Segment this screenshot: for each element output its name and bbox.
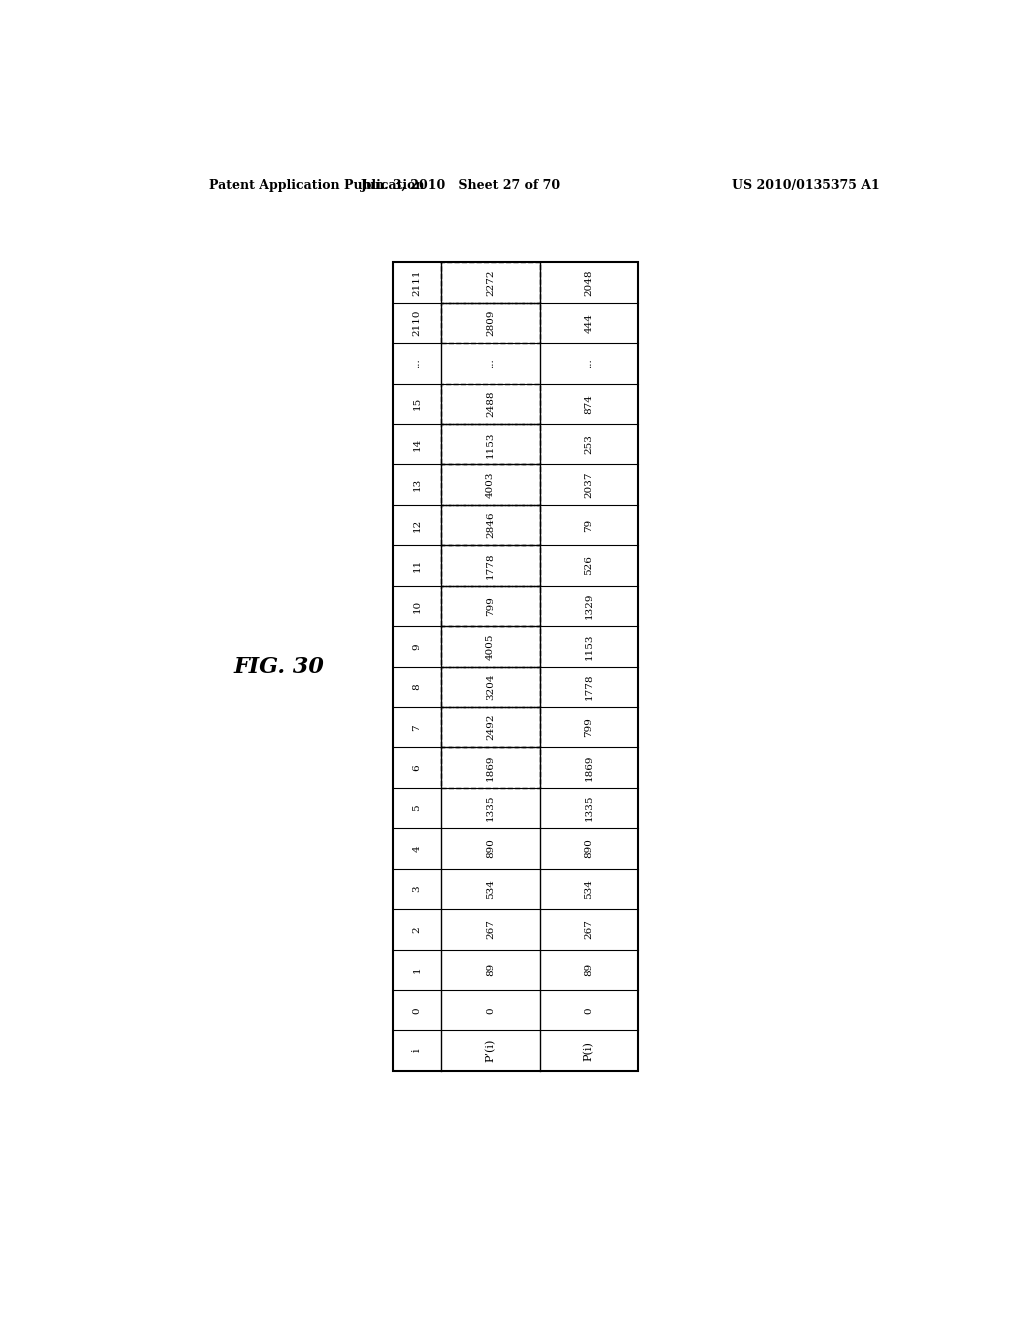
Text: 1869: 1869 <box>486 755 495 781</box>
Bar <box>440 263 540 302</box>
Text: 1335: 1335 <box>486 795 495 821</box>
Text: 6: 6 <box>413 764 422 771</box>
Text: 0: 0 <box>486 1007 495 1014</box>
Text: 2492: 2492 <box>486 714 495 741</box>
Text: 89: 89 <box>486 964 495 977</box>
Text: 4: 4 <box>413 845 422 851</box>
Text: 2272: 2272 <box>486 269 495 296</box>
Text: 4003: 4003 <box>486 471 495 498</box>
Text: 3: 3 <box>413 886 422 892</box>
Bar <box>440 424 540 465</box>
Text: ...: ... <box>585 359 594 368</box>
Text: 15: 15 <box>413 397 422 411</box>
Text: 799: 799 <box>486 597 495 616</box>
Text: 79: 79 <box>585 519 594 532</box>
Bar <box>440 667 540 708</box>
Text: 2846: 2846 <box>486 512 495 539</box>
Text: P’(i): P’(i) <box>485 1039 496 1063</box>
Text: P(i): P(i) <box>584 1040 594 1060</box>
Bar <box>440 302 540 343</box>
Text: 267: 267 <box>585 920 594 940</box>
Text: 799: 799 <box>585 717 594 737</box>
Text: 2037: 2037 <box>585 471 594 498</box>
Text: 8: 8 <box>413 684 422 690</box>
Text: Patent Application Publication: Patent Application Publication <box>209 178 425 191</box>
Text: 89: 89 <box>585 964 594 977</box>
Text: 10: 10 <box>413 599 422 612</box>
Text: 253: 253 <box>585 434 594 454</box>
Text: 9: 9 <box>413 643 422 649</box>
Text: 874: 874 <box>585 393 594 413</box>
Text: 1153: 1153 <box>585 634 594 660</box>
Bar <box>440 384 540 424</box>
Text: 1778: 1778 <box>486 552 495 578</box>
Text: 4005: 4005 <box>486 634 495 660</box>
Text: Jun. 3, 2010   Sheet 27 of 70: Jun. 3, 2010 Sheet 27 of 70 <box>361 178 561 191</box>
Text: 0: 0 <box>585 1007 594 1014</box>
Bar <box>440 626 540 667</box>
Text: 2048: 2048 <box>585 269 594 296</box>
Text: 444: 444 <box>585 313 594 333</box>
Text: 7: 7 <box>413 723 422 730</box>
Text: 1153: 1153 <box>486 432 495 458</box>
Text: 12: 12 <box>413 519 422 532</box>
Text: i: i <box>412 1049 422 1052</box>
Text: ...: ... <box>413 359 422 368</box>
Text: 2111: 2111 <box>413 269 422 296</box>
Text: 14: 14 <box>413 438 422 451</box>
Text: 890: 890 <box>486 838 495 858</box>
Text: 1335: 1335 <box>585 795 594 821</box>
Bar <box>440 708 540 747</box>
Bar <box>440 545 540 586</box>
Text: 2: 2 <box>413 927 422 933</box>
Text: 526: 526 <box>585 556 594 576</box>
Text: 0: 0 <box>413 1007 422 1014</box>
Text: 1329: 1329 <box>585 593 594 619</box>
Text: 1778: 1778 <box>585 673 594 700</box>
Bar <box>393 263 638 1071</box>
Text: 11: 11 <box>413 558 422 572</box>
Text: 13: 13 <box>413 478 422 491</box>
Text: 890: 890 <box>585 838 594 858</box>
Bar <box>440 465 540 506</box>
Text: 534: 534 <box>585 879 594 899</box>
Text: 5: 5 <box>413 805 422 812</box>
Text: 3204: 3204 <box>486 673 495 700</box>
Text: 2488: 2488 <box>486 391 495 417</box>
Bar <box>440 506 540 545</box>
Text: 267: 267 <box>486 920 495 940</box>
Text: 2809: 2809 <box>486 310 495 337</box>
Text: US 2010/0135375 A1: US 2010/0135375 A1 <box>732 178 881 191</box>
Text: ...: ... <box>486 359 495 368</box>
Text: FIG. 30: FIG. 30 <box>233 656 325 677</box>
Bar <box>440 586 540 626</box>
Text: 534: 534 <box>486 879 495 899</box>
Text: 2110: 2110 <box>413 310 422 337</box>
Text: 1869: 1869 <box>585 755 594 781</box>
Bar <box>440 747 540 788</box>
Text: 1: 1 <box>413 966 422 973</box>
